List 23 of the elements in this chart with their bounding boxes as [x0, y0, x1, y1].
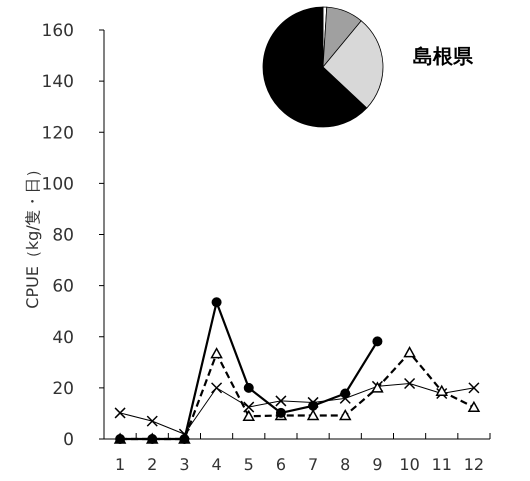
x-tick-label: 6 [276, 455, 286, 474]
x-tick-label: 7 [308, 455, 318, 474]
x-tick-label: 5 [244, 455, 254, 474]
y-axis-title: CPUE（kg/隻・日） [23, 161, 42, 309]
x-tick-label: 11 [432, 455, 452, 474]
y-tick-label: 120 [42, 123, 74, 144]
y-tick-label: 40 [52, 328, 74, 348]
y-tick-label: 60 [52, 276, 74, 297]
x-tick-label: 3 [179, 455, 190, 474]
x-tick-label: 10 [399, 455, 420, 474]
x-tick-label: 12 [464, 455, 484, 474]
y-tick-label: 20 [52, 378, 74, 399]
x-tick-label: 4 [211, 455, 222, 474]
y-tick-label: 100 [42, 174, 74, 194]
x-tick-label: 9 [372, 455, 383, 474]
text: 島根県 [413, 44, 474, 68]
y-tick-label: 0 [63, 430, 74, 450]
y-tick-label: 160 [42, 21, 74, 41]
x-tick-label: 8 [340, 455, 350, 474]
y-tick-label: 80 [52, 226, 74, 246]
x-tick-label: 2 [147, 455, 158, 474]
x-tick-label: 1 [114, 455, 126, 474]
y-tick-label: 140 [42, 72, 74, 92]
